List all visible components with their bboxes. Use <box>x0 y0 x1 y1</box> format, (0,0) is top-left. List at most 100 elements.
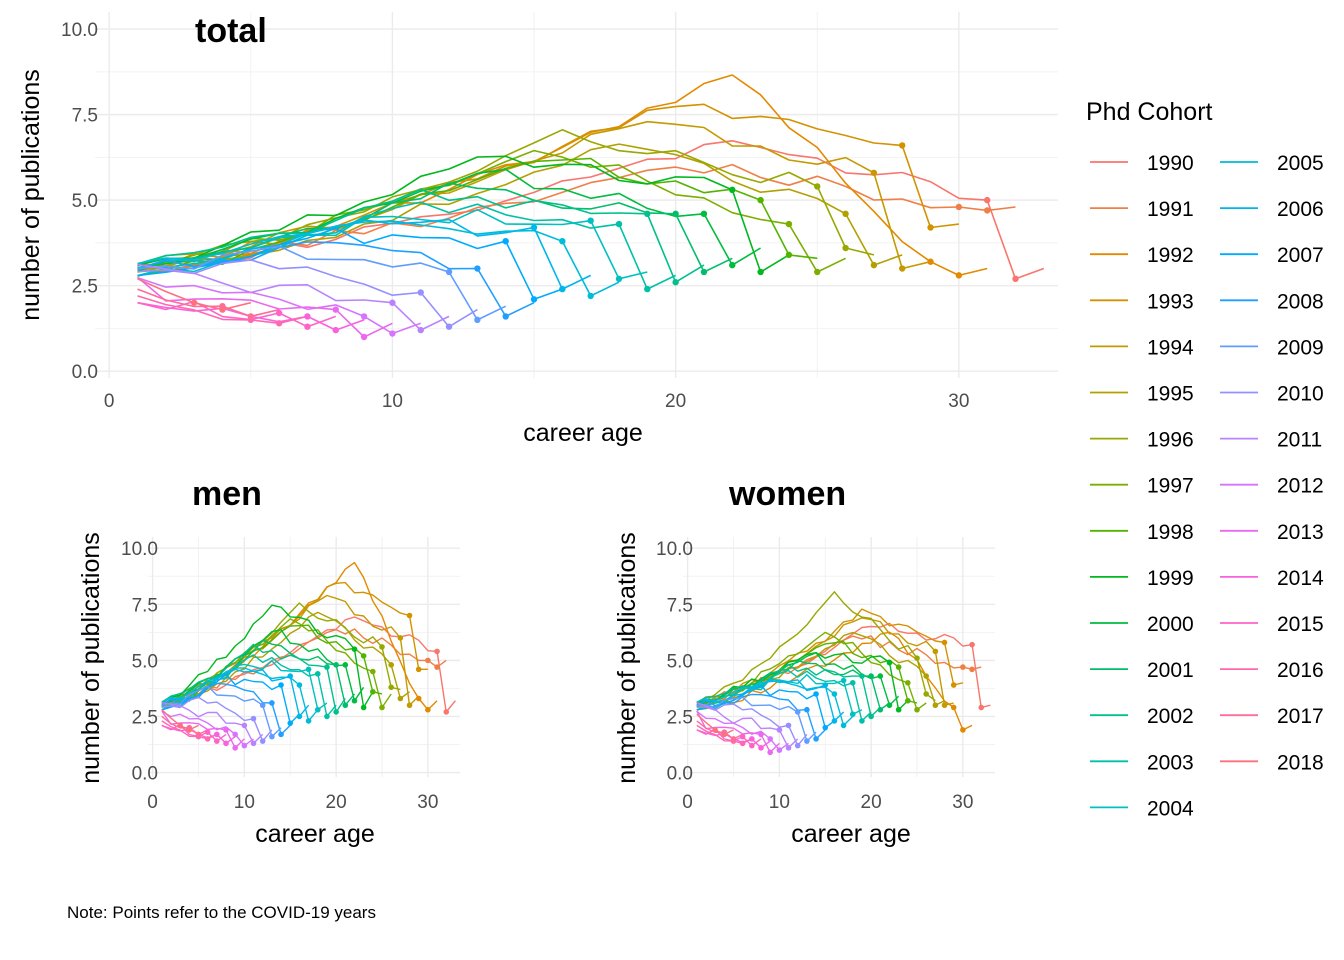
men-covid-point-2007 <box>287 720 294 726</box>
legend-item-1995: 1995 <box>1090 383 1194 406</box>
total-covid-point-1990 <box>1012 275 1019 283</box>
women-x-tick-label: 20 <box>861 792 882 813</box>
total-covid-point-1992 <box>927 258 934 265</box>
men-covid-point-1997 <box>370 668 376 675</box>
total-covid-point-1998 <box>785 251 793 259</box>
total-covid-point-2013 <box>332 306 339 313</box>
women-covid-point-2013 <box>767 749 773 756</box>
legend-item-1996: 1996 <box>1090 429 1194 452</box>
men-covid-point-1992 <box>425 706 431 713</box>
men-x-tick-label: 30 <box>417 792 438 813</box>
total-y-tick-labels: 0.0 2.5 5.0 7.5 10.0 <box>61 20 98 383</box>
men-series-line-1999 <box>161 604 374 709</box>
legend-item-2009: 2009 <box>1220 336 1324 359</box>
legend-item-2018: 2018 <box>1220 751 1324 774</box>
total-covid-point-1998 <box>757 196 764 204</box>
men-covid-point-2013 <box>223 727 229 733</box>
women-covid-point-2005 <box>840 722 847 729</box>
men-covid-point-1996 <box>379 644 385 650</box>
legend-label-2008: 2008 <box>1277 290 1324 313</box>
legend-label-1992: 1992 <box>1147 244 1194 267</box>
men-covid-point-1994 <box>397 635 404 641</box>
men-y-tick-label: 2.5 <box>132 707 158 728</box>
total-covid-point-2017 <box>247 313 254 320</box>
women-covid-point-2007 <box>822 724 829 731</box>
men-covid-point-2000 <box>351 697 358 704</box>
women-covid-point-2014 <box>758 745 764 751</box>
total-covid-point-2009 <box>445 268 453 276</box>
women-covid-point-1994 <box>932 648 939 655</box>
total-covid-point-2014 <box>304 313 311 320</box>
men-series-line-2011 <box>161 701 264 745</box>
women-x-axis-title: career age <box>791 820 911 848</box>
women-series-line-1996 <box>696 591 936 707</box>
women-series-line-2002 <box>696 663 881 718</box>
women-series-lines <box>696 591 991 753</box>
total-covid-point-1997 <box>785 220 793 228</box>
women-covid-point-2016 <box>739 740 746 747</box>
men-x-tick-label: 0 <box>147 792 158 813</box>
legend-label-2010: 2010 <box>1277 383 1324 406</box>
legend-item-1994: 1994 <box>1090 336 1194 359</box>
legend-title: Phd Cohort <box>1086 98 1213 126</box>
total-covid-point-2003 <box>615 220 623 228</box>
total-covid-point-2001 <box>672 210 679 218</box>
legend-label-1994: 1994 <box>1147 336 1194 359</box>
legend-label-2015: 2015 <box>1277 613 1324 636</box>
total-covid-point-2018 <box>190 299 198 306</box>
men-covid-point-1998 <box>360 653 367 659</box>
total-series-line-2015 <box>137 300 337 328</box>
men-covid-point-1991 <box>434 664 440 670</box>
total-covid-point-2007 <box>502 237 509 245</box>
legend-item-1999: 1999 <box>1090 567 1194 590</box>
women-covid-point-1991 <box>960 664 966 670</box>
men-covid-point-2015 <box>204 729 211 735</box>
men-panel-title: men <box>192 475 262 513</box>
men-covid-point-1991 <box>425 657 431 664</box>
legend-item-2014: 2014 <box>1220 567 1324 590</box>
women-covid-point-2015 <box>739 733 746 740</box>
total-covid-point-2005 <box>587 292 594 300</box>
total-covid-point-2012 <box>360 313 368 320</box>
women-covid-point-2000 <box>877 673 884 679</box>
total-covid-point-2010 <box>417 289 424 296</box>
total-covid-point-1999 <box>757 268 764 276</box>
men-covid-point-1995 <box>388 662 394 668</box>
men-covid-point-2003 <box>324 713 330 720</box>
legend-label-2016: 2016 <box>1277 659 1324 682</box>
women-covid-point-2010 <box>785 722 792 729</box>
men-covid-point-1993 <box>406 612 413 619</box>
total-series-line-2012 <box>137 277 421 335</box>
total-covid-point-1994 <box>899 265 906 272</box>
women-covid-point-1993 <box>941 639 948 646</box>
women-x-tick-label: 0 <box>682 792 693 813</box>
total-y-tick-label: 2.5 <box>72 277 98 298</box>
total-covid-point-2007 <box>530 296 538 303</box>
men-covid-point-2014 <box>214 731 220 738</box>
women-x-tick-labels: 0 10 20 30 <box>682 792 973 813</box>
women-covid-point-2009 <box>804 738 810 744</box>
women-covid-point-1994 <box>941 702 948 709</box>
men-covid-point-2008 <box>278 731 284 738</box>
women-covid-point-2004 <box>840 677 847 684</box>
total-panel-title: total <box>195 12 267 50</box>
legend-label-1995: 1995 <box>1147 383 1194 406</box>
women-covid-point-2011 <box>785 745 792 751</box>
women-covid-point-2012 <box>776 747 783 753</box>
legend-label-2014: 2014 <box>1277 567 1324 590</box>
total-covid-point-2000 <box>729 261 736 269</box>
women-covid-point-2010 <box>794 742 801 749</box>
men-x-tick-labels: 0 10 20 30 <box>147 792 438 813</box>
women-covid-point-2018 <box>712 727 718 733</box>
men-covid-point-2011 <box>250 740 257 747</box>
men-series-line-2005 <box>161 667 319 722</box>
legend-label-1991: 1991 <box>1147 198 1194 221</box>
men-y-tick-label: 5.0 <box>132 651 158 672</box>
legend-item-2002: 2002 <box>1090 705 1194 728</box>
legend-item-2017: 2017 <box>1220 705 1324 728</box>
women-covid-point-2001 <box>868 673 874 679</box>
legend-item-2012: 2012 <box>1220 475 1324 498</box>
women-covid-point-1999 <box>895 706 902 713</box>
women-covid-point-1992 <box>960 727 966 733</box>
